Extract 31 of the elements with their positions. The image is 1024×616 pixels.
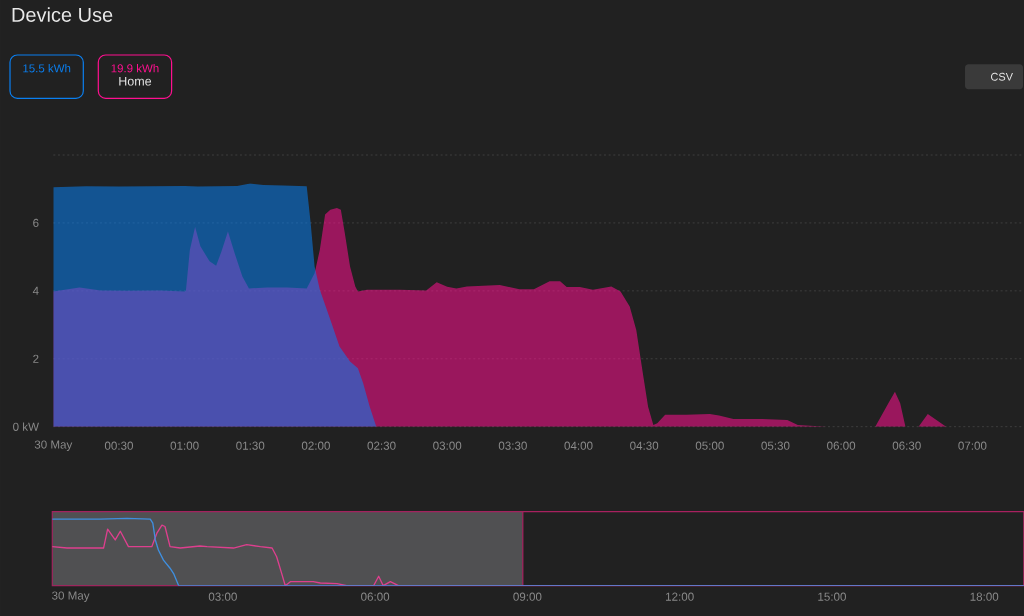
x-tick-label: 02:30 <box>367 441 396 450</box>
x-tick-label: 06:00 <box>827 441 856 450</box>
x-tick-label: 30 May <box>51 591 90 602</box>
x-tick-label: 06:30 <box>892 441 921 450</box>
text: CSV <box>990 72 1013 81</box>
x-tick-label: 04:30 <box>630 441 659 450</box>
x-tick-label: 06:00 <box>361 592 390 601</box>
x-tick-label: 03:00 <box>433 441 462 450</box>
x-tick-label: 03:30 <box>498 441 527 450</box>
x-tick-label: 03:00 <box>208 592 237 601</box>
text: 19.9 kWh <box>111 63 159 73</box>
x-tick-label: 01:00 <box>170 441 199 450</box>
x-tick-label: 05:00 <box>695 441 724 450</box>
text: Home <box>119 76 152 86</box>
x-tick-label: 05:30 <box>761 441 790 450</box>
text: 15.5 kWh <box>23 63 71 73</box>
x-tick-label: 12:00 <box>666 592 694 601</box>
x-tick-label: 01:30 <box>236 441 265 450</box>
y-tick-label: 0 kW <box>13 422 39 431</box>
y-tick-label: 4 <box>32 286 39 295</box>
x-tick-label: 07:00 <box>958 441 987 450</box>
x-tick-label: 09:00 <box>513 592 542 601</box>
x-tick-label: 00:30 <box>104 441 134 450</box>
chart-title: Device Use <box>12 7 113 22</box>
x-tick-label: 15:00 <box>818 592 846 601</box>
y-tick-label: 6 <box>33 218 39 228</box>
x-tick-label: 02:00 <box>301 441 330 450</box>
x-tick-label: 04:00 <box>564 441 593 450</box>
x-tick-label: 18:00 <box>970 592 999 601</box>
x-tick-label: 30 May <box>34 440 73 451</box>
y-tick-label: 2 <box>33 354 39 363</box>
